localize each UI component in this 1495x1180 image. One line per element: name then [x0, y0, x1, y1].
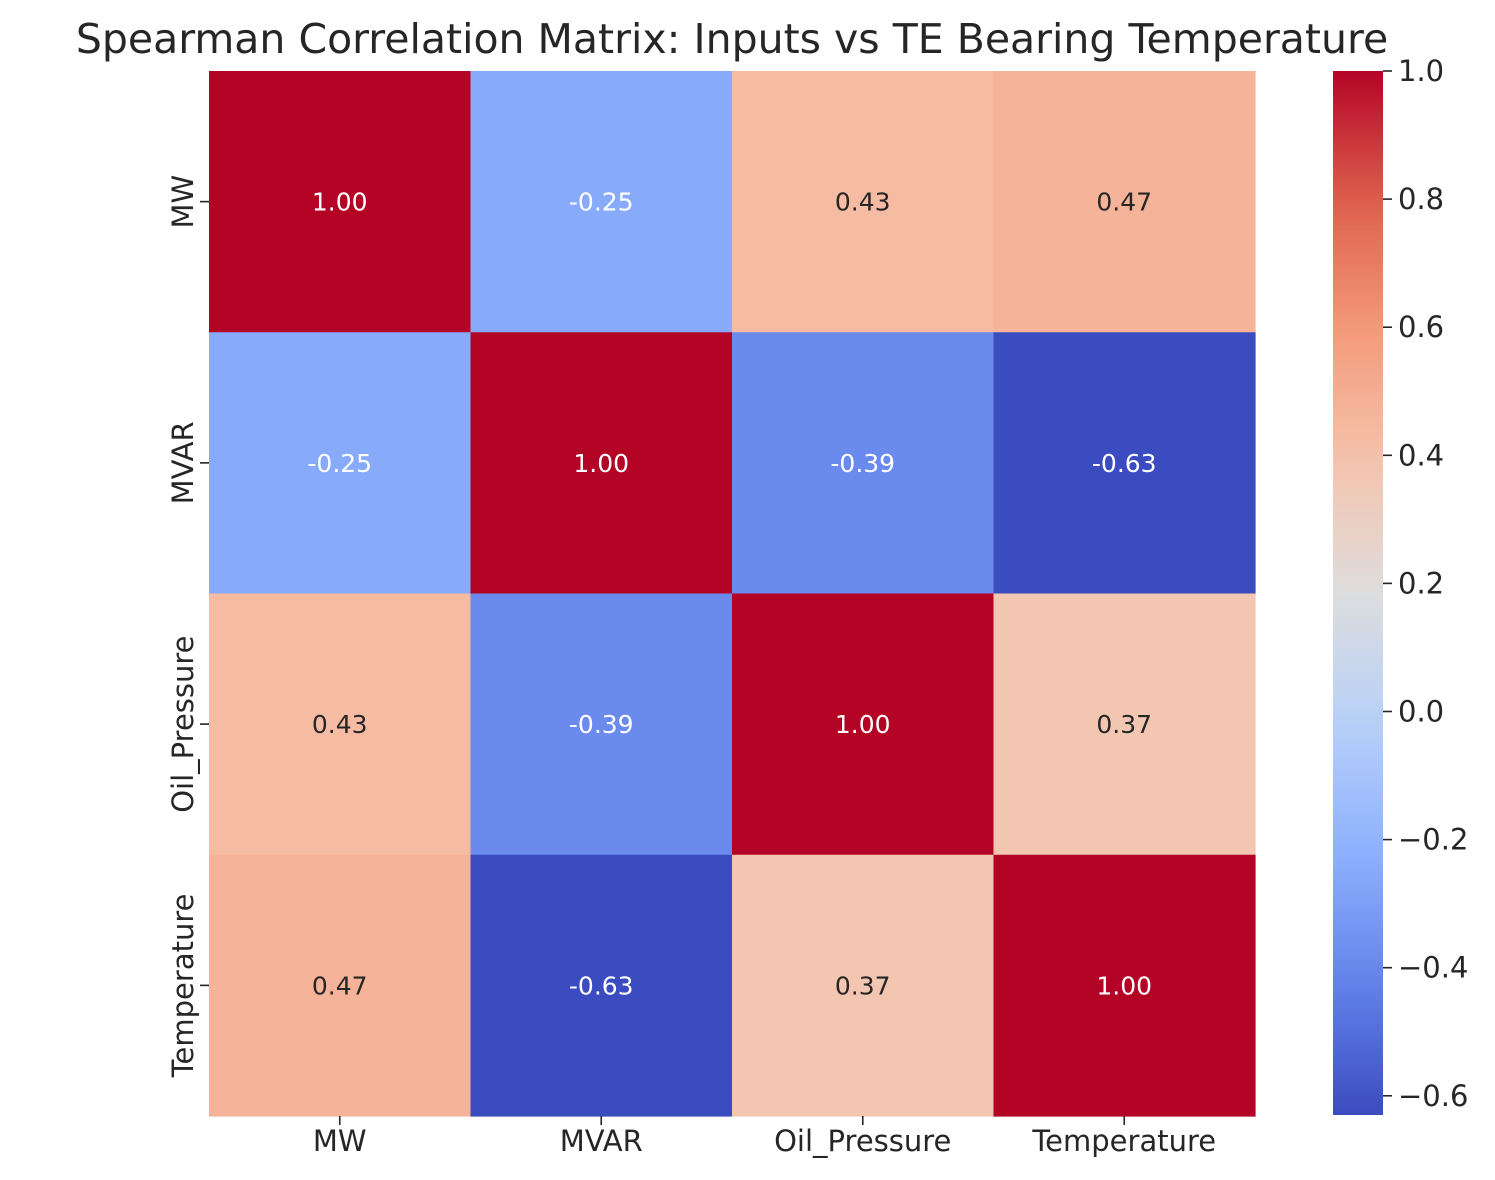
colorbar-tick-label: −0.2 — [1398, 823, 1468, 857]
heatmap-cell-Oil_Pressure-MW — [209, 593, 472, 856]
cell-value-label: -0.39 — [830, 449, 895, 478]
heatmap-cell-Temperature-MVAR — [470, 854, 733, 1117]
colorbar-tick-label: 0.2 — [1398, 566, 1444, 600]
heatmap-cell-MVAR-Temperature — [993, 332, 1256, 595]
cell-value-label: -0.63 — [569, 971, 634, 1000]
y-tick-label: Oil_Pressure — [166, 635, 200, 812]
heatmap-cell-MW-MVAR — [470, 71, 733, 333]
colorbar: 1.0 0.8 0.6 0.4 0.2 0.0 −0.2 −0.4 −0.6 — [1333, 54, 1468, 1115]
x-tick-label: Temperature — [1031, 1124, 1216, 1158]
heatmap-cells: 1.00 -0.25 0.43 0.47 -0.25 1.00 -0.39 -0.63 0.43… — [209, 71, 1256, 1117]
x-tick-label: MW — [313, 1124, 367, 1158]
x-tick-label: Oil_Pressure — [774, 1124, 951, 1158]
colorbar-tick-label: 0.4 — [1398, 438, 1444, 472]
cell-value-label: 1.00 — [573, 449, 629, 478]
colorbar-tick-label: 0.8 — [1398, 182, 1444, 216]
heatmap-cell-Oil_Pressure-Oil_Pressure — [732, 593, 995, 856]
colorbar-tick-label: 0.6 — [1398, 310, 1444, 344]
y-axis: MW MVAR Oil_Pressure Temperature — [166, 175, 209, 1078]
heatmap-cell-MVAR-Oil_Pressure — [732, 332, 995, 595]
heatmap-cell-MVAR-MVAR — [470, 332, 733, 595]
x-axis: MW MVAR Oil_Pressure Temperature — [313, 1116, 1216, 1158]
cell-value-label: 1.00 — [312, 188, 368, 217]
colorbar-tick-label: 0.0 — [1398, 694, 1444, 728]
cell-value-label: -0.63 — [1092, 449, 1157, 478]
cell-value-label: 1.00 — [1096, 971, 1152, 1000]
heatmap-cell-MW-Oil_Pressure — [732, 71, 995, 333]
cell-value-label: -0.25 — [307, 449, 372, 478]
cell-value-label: 0.47 — [1096, 188, 1152, 217]
heatmap-cell-Oil_Pressure-Temperature — [993, 593, 1256, 856]
colorbar-tick-label: −0.4 — [1398, 951, 1468, 985]
heatmap-cell-MW-Temperature — [993, 71, 1256, 333]
cell-value-label: 0.37 — [1096, 710, 1152, 739]
heatmap-cell-Temperature-Temperature — [993, 854, 1256, 1117]
cell-value-label: 0.43 — [312, 710, 368, 739]
cell-value-label: -0.25 — [569, 188, 634, 217]
colorbar-gradient — [1333, 71, 1383, 1115]
colorbar-tick-label: −0.6 — [1398, 1079, 1468, 1113]
heatmap-cell-Oil_Pressure-MVAR — [470, 593, 733, 856]
y-tick-label: MW — [166, 175, 200, 229]
heatmap-cell-Temperature-Oil_Pressure — [732, 854, 995, 1117]
cell-value-label: 0.47 — [312, 971, 368, 1000]
x-tick-label: MVAR — [560, 1124, 643, 1158]
y-tick-label: MVAR — [166, 421, 200, 504]
colorbar-tick-label: 1.0 — [1398, 54, 1444, 88]
cell-value-label: 0.37 — [835, 971, 891, 1000]
chart-title: Spearman Correlation Matrix: Inputs vs T… — [76, 15, 1388, 63]
heatmap-cell-MW-MW — [209, 71, 472, 333]
cell-value-label: 0.43 — [835, 188, 891, 217]
cell-value-label: 1.00 — [835, 710, 891, 739]
cell-value-label: -0.39 — [569, 710, 634, 739]
heatmap-cell-Temperature-MW — [209, 854, 472, 1117]
heatmap-cell-MVAR-MW — [209, 332, 472, 595]
y-tick-label: Temperature — [166, 894, 200, 1079]
